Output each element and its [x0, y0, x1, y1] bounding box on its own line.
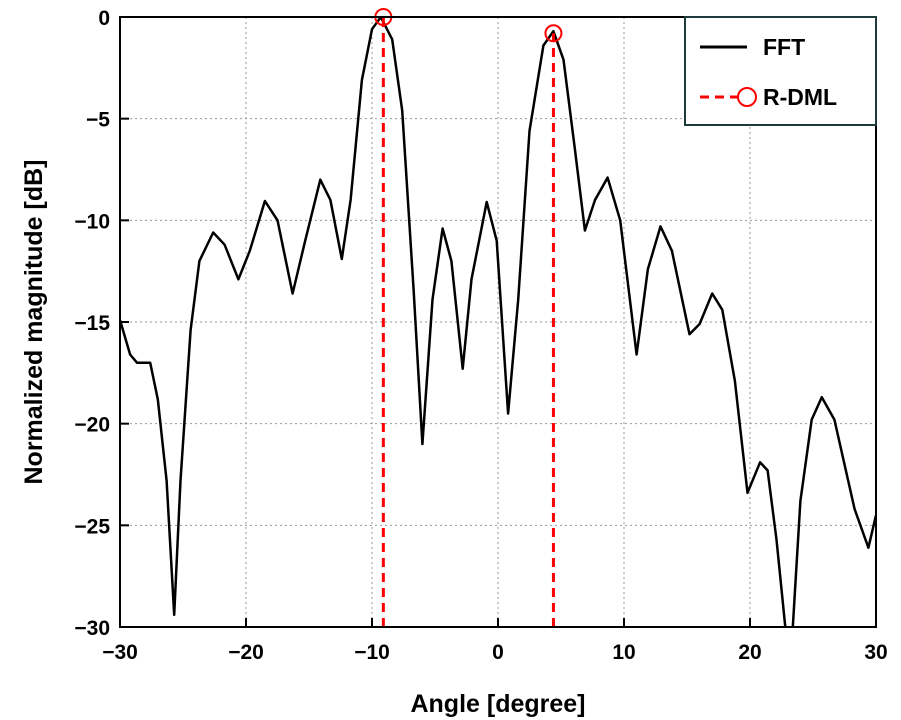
x-tick-label: 0	[492, 641, 504, 664]
legend-marker	[737, 87, 757, 107]
y-tick-label: −20	[74, 414, 110, 437]
y-tick-label: −25	[74, 515, 110, 538]
x-tick-label: −30	[102, 641, 138, 664]
legend-label: R-DML	[763, 84, 837, 110]
line	[120, 17, 876, 627]
x-tick-label: −10	[354, 641, 390, 664]
plot-frame	[119, 16, 877, 628]
y-tick-label: −10	[74, 210, 110, 233]
plot-area	[120, 17, 876, 627]
x-tick-label: 30	[864, 641, 887, 664]
y-tick-label: −30	[74, 617, 110, 640]
x-tick-label: 20	[738, 641, 761, 664]
x-tick-label: 10	[612, 641, 635, 664]
legend-box	[684, 16, 877, 126]
y-tick-label: 0	[98, 7, 110, 30]
legend-label: FFT	[763, 34, 805, 60]
x-axis-label: Angle [degree]	[410, 690, 585, 718]
y-axis-label: Normalized magnitude [dB]	[20, 159, 48, 484]
y-tick-label: −15	[74, 312, 110, 335]
y-tick-label: −5	[86, 109, 110, 132]
x-tick-label: −20	[228, 641, 264, 664]
marker	[544, 24, 563, 43]
